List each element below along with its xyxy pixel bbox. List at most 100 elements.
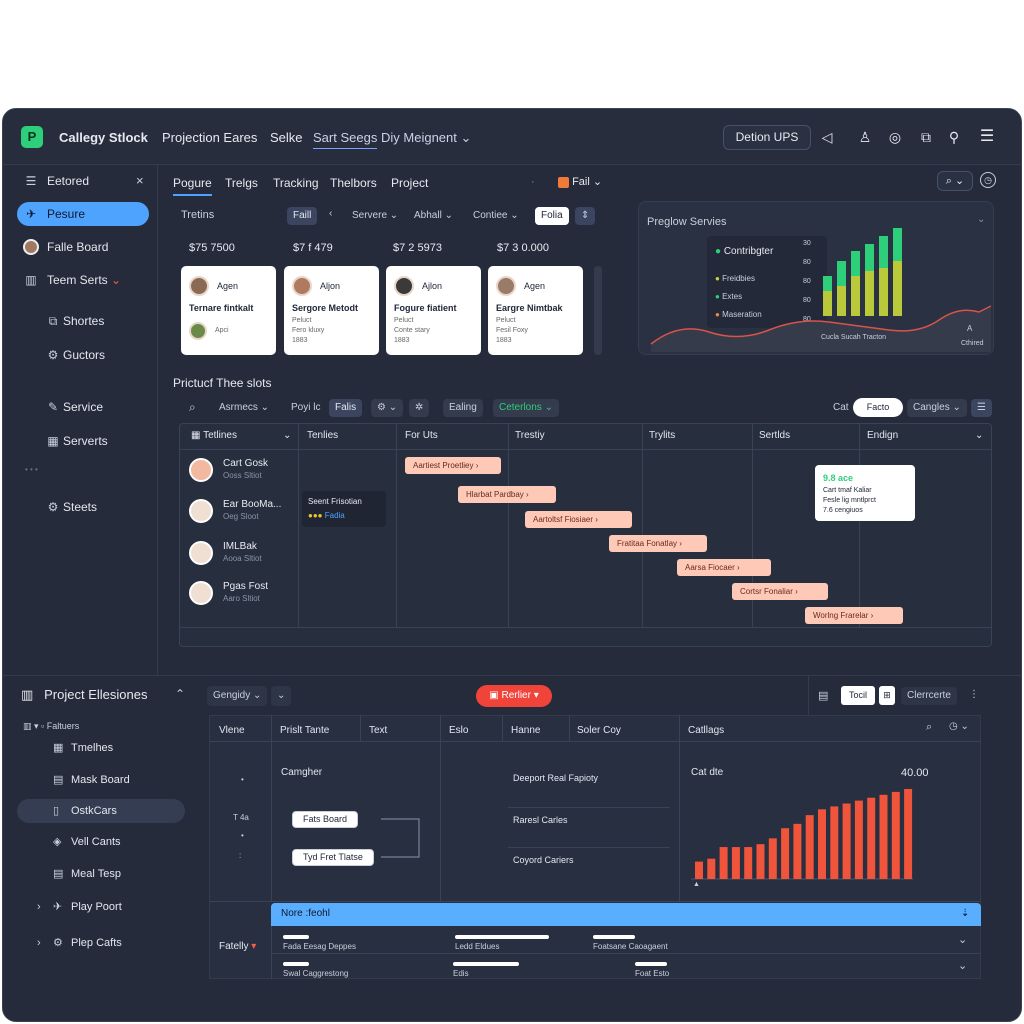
- toolbar-ceterlons[interactable]: Ceterlons ⌄: [493, 399, 559, 417]
- bottom-item-ostkcars[interactable]: ▯ OstkCars: [17, 799, 185, 823]
- sidebar-item-serverts[interactable]: ▦ Serverts: [17, 429, 149, 453]
- button-fats-board[interactable]: Fats Board: [292, 811, 359, 828]
- chevron-down-icon[interactable]: ⌄: [975, 430, 984, 441]
- collapse-icon[interactable]: ⇣: [961, 908, 970, 919]
- dropdown-gengidy[interactable]: Gengidy ⌄: [207, 686, 268, 706]
- tab-trelgs[interactable]: Trelgs: [225, 176, 258, 190]
- col-catllags[interactable]: Catllags: [688, 725, 725, 736]
- search-button[interactable]: ⌕ ⌄: [937, 171, 973, 191]
- filter-abhall[interactable]: Abhall ⌄: [414, 210, 453, 221]
- center-button[interactable]: ▣ Rerlier ▾: [476, 685, 552, 707]
- nav-projection[interactable]: Projection Eares: [162, 130, 258, 145]
- clock-icon[interactable]: ◷: [980, 172, 996, 188]
- more-icon[interactable]: ⋮: [969, 689, 979, 700]
- filter-folia[interactable]: Folia: [535, 207, 569, 225]
- nav-diy-meignent[interactable]: Diy Meignent ⌄: [381, 130, 471, 146]
- filter-servere[interactable]: Servere ⌄: [352, 210, 399, 221]
- col-text[interactable]: Text: [369, 725, 388, 736]
- gantt-bar[interactable]: Hlarbat Pardbay ›: [458, 486, 556, 503]
- tab-project[interactable]: Project: [391, 176, 429, 190]
- list-item[interactable]: Deeport Real Fapioty: [513, 773, 599, 783]
- person-card[interactable]: Agen Ternare fintkalt Apci: [181, 266, 276, 355]
- person-card[interactable]: Agen Eargre Nimtbak Peluct Fesil Foxy 18…: [488, 266, 583, 355]
- bottom-item-vell-cants[interactable]: ◈ Vell Cants: [17, 830, 185, 854]
- tab-thelbors[interactable]: Thelbors: [330, 176, 377, 190]
- app-logo-icon[interactable]: P: [21, 126, 43, 148]
- send-icon[interactable]: ◁: [821, 129, 833, 145]
- col-hanne[interactable]: Hanne: [511, 725, 541, 736]
- col-trylits[interactable]: Trylits: [649, 430, 676, 441]
- col-sertlds[interactable]: Sertlds: [759, 430, 791, 441]
- chevron-down-icon[interactable]: ⌄: [977, 214, 986, 225]
- sidebar-item-shortes[interactable]: ⧉ Shortes: [17, 309, 149, 333]
- bottom-item-meal-tesp[interactable]: ▤ Meal Tesp: [17, 862, 185, 886]
- bottom-item-plep-cafts[interactable]: › ⚙ Plep Cafts: [17, 931, 185, 955]
- sidebar-item-falle-board[interactable]: Falle Board: [17, 235, 149, 259]
- action-button[interactable]: Detion UPS: [723, 125, 811, 150]
- sidebar-item-pesure[interactable]: ✈ Pesure: [17, 202, 149, 226]
- search-icon[interactable]: ⌕: [926, 721, 933, 733]
- sidebar-item-steets[interactable]: ⚙ Steets: [17, 495, 149, 519]
- list-item[interactable]: Coyord Cariers: [513, 855, 574, 865]
- sidebar-item-teem-serts[interactable]: ▥ Teem Serts ⌄: [17, 268, 149, 292]
- bottom-item-tmelhes[interactable]: ▦ Tmelhes: [17, 736, 185, 760]
- tab-fail-dropdown[interactable]: Fail ⌄: [558, 175, 602, 188]
- play-icon[interactable]: ◷ ⌄: [949, 721, 969, 732]
- gantt-bar[interactable]: Cortsr Fonaliar ›: [732, 583, 828, 600]
- blue-bar-row[interactable]: Nore :feohl ⇣: [271, 903, 981, 926]
- gantt-bar[interactable]: Aarsa Fiocaer ›: [677, 559, 771, 576]
- button-tocil[interactable]: Tocil: [841, 686, 875, 705]
- user-icon[interactable]: ♙: [858, 129, 872, 145]
- bottom-item-play-poort[interactable]: › ✈ Play Poort: [17, 895, 185, 919]
- nav-selke[interactable]: Selke: [270, 130, 303, 145]
- filter-faill[interactable]: Faill: [287, 207, 318, 225]
- gantt-bar[interactable]: Aartoltsf Fiosiaer ›: [525, 511, 632, 528]
- toolbar-poyilc[interactable]: Poyi lc: [291, 402, 321, 413]
- gantt-bar[interactable]: Aartiest Proetliey ›: [405, 457, 501, 474]
- gantt-bar[interactable]: Fratitaa Fonatlay ›: [609, 535, 707, 552]
- toolbar-facto[interactable]: Facto: [853, 398, 903, 417]
- list-icon[interactable]: ☰: [971, 399, 992, 417]
- tab-tracking[interactable]: Tracking: [273, 176, 319, 190]
- col-trestiy[interactable]: Trestiy: [515, 430, 545, 441]
- close-icon[interactable]: ×: [136, 173, 144, 188]
- tab-pogure[interactable]: Pogure: [173, 176, 212, 196]
- globe-icon[interactable]: ◎: [888, 129, 902, 145]
- chevron-down-icon[interactable]: ⌄: [958, 934, 968, 946]
- settings-dropdown[interactable]: ⚙ ⌄: [371, 399, 404, 417]
- sparkle-icon[interactable]: ✲: [409, 399, 430, 417]
- event-card[interactable]: Seent Frisotian ●●● Fadia: [302, 491, 386, 527]
- chevron-down-icon[interactable]: ⌄: [958, 960, 968, 972]
- col-for-uts[interactable]: For Uts: [405, 430, 438, 441]
- sidebar-item-service[interactable]: ✎ Service: [17, 395, 149, 419]
- button-tyd-fret[interactable]: Tyd Fret Tlatse: [292, 849, 374, 866]
- toolbar-ealing[interactable]: Ealing: [443, 399, 483, 417]
- sidebar-item-guctors[interactable]: ⚙ Guctors: [17, 343, 149, 367]
- menu-icon[interactable]: ☰: [979, 128, 995, 145]
- button-clerrcerte[interactable]: Clerrcerte: [901, 687, 957, 705]
- chevron-down-icon[interactable]: ⌄: [283, 430, 292, 441]
- col-prislt-tante[interactable]: Prislt Tante: [280, 725, 330, 736]
- cards-scrollbar[interactable]: [594, 266, 602, 355]
- chevron-up-icon[interactable]: ⌃: [175, 687, 186, 701]
- nav-sart-seegs[interactable]: Sart Seegs: [313, 130, 378, 149]
- chevron-down-icon[interactable]: ⌄: [271, 686, 292, 706]
- col-tenlies[interactable]: Tenlies: [307, 430, 339, 441]
- person-card[interactable]: Ajlon Fogure fiatient Peluct Conte stary…: [386, 266, 481, 355]
- grid-icon[interactable]: ⊞: [879, 686, 895, 705]
- bottom-item-mask-board[interactable]: ▤ Mask Board: [17, 768, 185, 792]
- person-card[interactable]: Aljon Sergore Metodt Peluct Fero kluxy 1…: [284, 266, 379, 355]
- col-endign[interactable]: Endign: [867, 430, 899, 441]
- share-icon[interactable]: ⧉: [921, 129, 931, 145]
- col-soler-coy[interactable]: Soler Coy: [577, 725, 621, 736]
- print-icon[interactable]: ▤: [818, 690, 829, 702]
- list-item[interactable]: Raresl Carles: [513, 815, 568, 825]
- pin-icon[interactable]: ⚲: [948, 129, 960, 145]
- toolbar-asrmecs[interactable]: Asrmecs ⌄: [219, 402, 270, 413]
- filter-contiee[interactable]: Contiee ⌄: [473, 210, 519, 221]
- col-eslo[interactable]: Eslo: [449, 725, 469, 736]
- sort-icon[interactable]: ⇕: [575, 207, 596, 225]
- col-vlene[interactable]: Vlene: [219, 725, 245, 736]
- col-tetlines[interactable]: ▦ Tetlines: [191, 430, 237, 441]
- toolbar-falis[interactable]: Falis: [329, 399, 363, 417]
